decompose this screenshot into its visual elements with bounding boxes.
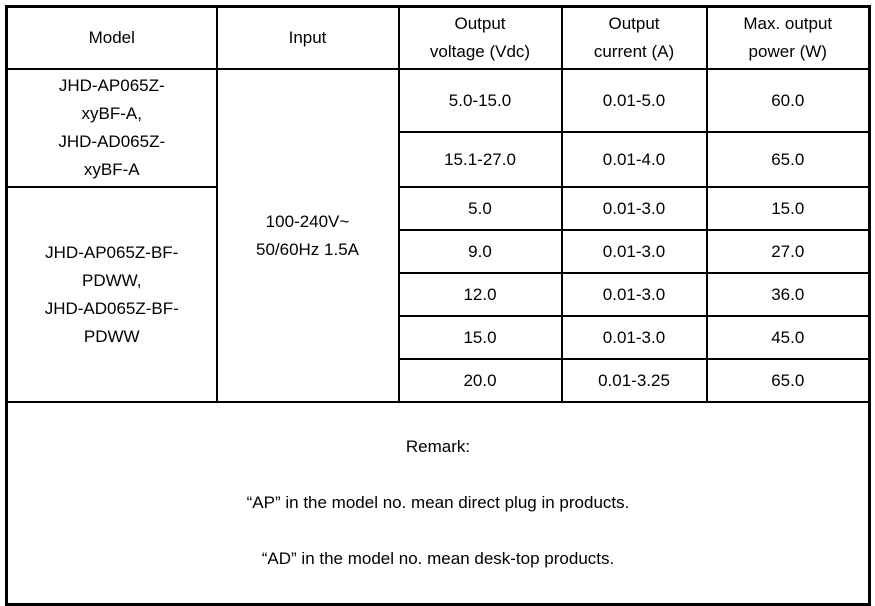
output-current-cell: 0.01-3.25 (560, 358, 708, 403)
model-group-2-cell: JHD-AP065Z-BF- PDWW, JHD-AD065Z-BF- PDWW (5, 186, 218, 403)
col-header-output-current: Output current (A) (560, 5, 708, 70)
model-group-1-cell: JHD-AP065Z- xyBF-A, JHD-AD065Z- xyBF-A (5, 68, 218, 188)
output-current-cell: 0.01-3.0 (560, 315, 708, 360)
table-row: JHD-AP065Z- xyBF-A, JHD-AD065Z- xyBF-A 1… (5, 67, 871, 403)
max-power-cell: 27.0 (705, 229, 871, 274)
max-power-cell: 65.0 (705, 131, 871, 188)
col-header-output-voltage: Output voltage (Vdc) (397, 5, 563, 70)
output-voltage-cell: 15.0 (397, 315, 563, 360)
max-power-cell: 45.0 (705, 315, 871, 360)
remark-row: Remark: “AP” in the model no. mean direc… (5, 401, 871, 606)
output-current-cell: 0.01-3.0 (560, 229, 708, 274)
table-row: JHD-AP065Z-BF- PDWW, JHD-AD065Z-BF- PDWW… (5, 186, 871, 403)
col-header-model: Model (5, 5, 218, 70)
output-current-cell: 0.01-5.0 (560, 67, 708, 134)
output-voltage-cell: 12.0 (397, 272, 563, 317)
output-current-cell: 0.01-4.0 (560, 131, 708, 188)
power-spec-table: Model Input Output voltage (Vdc) Output … (5, 5, 871, 606)
output-voltage-cell: 9.0 (397, 229, 563, 274)
remark-cell: Remark: “AP” in the model no. mean direc… (5, 401, 871, 606)
max-power-cell: 36.0 (705, 272, 871, 317)
remark-line-ad: “AD” in the model no. mean desk-top prod… (261, 549, 615, 568)
output-voltage-cell: 20.0 (397, 358, 563, 403)
table-row: 15.0 0.01-3.0 45.0 (7, 315, 871, 360)
remark-line-ap: “AP” in the model no. mean direct plug i… (246, 493, 630, 512)
output-voltage-cell: 15.1-27.0 (397, 131, 563, 188)
max-power-cell: 15.0 (705, 186, 871, 231)
output-voltage-cell: 5.0 (397, 186, 563, 231)
output-voltage-cell: 5.0-15.0 (397, 67, 563, 134)
remark-title: Remark: (405, 437, 471, 456)
output-current-cell: 0.01-3.0 (560, 272, 708, 317)
col-header-input: Input (215, 5, 400, 70)
table-row: 20.0 0.01-3.25 65.0 (7, 358, 871, 403)
output-current-cell: 0.01-3.0 (560, 186, 708, 231)
table-row: 15.1-27.0 0.01-4.0 65.0 (7, 131, 871, 188)
col-header-max-output-power: Max. output power (W) (705, 5, 871, 70)
document-page: Model Input Output voltage (Vdc) Output … (5, 5, 871, 606)
table-row: 9.0 0.01-3.0 27.0 (7, 229, 871, 274)
table-row: 12.0 0.01-3.0 36.0 (7, 272, 871, 317)
input-spec-cell: 100-240V~ 50/60Hz 1.5A (215, 68, 400, 403)
max-power-cell: 60.0 (705, 67, 871, 134)
header-row: Model Input Output voltage (Vdc) Output … (5, 5, 871, 70)
max-power-cell: 65.0 (705, 358, 871, 403)
